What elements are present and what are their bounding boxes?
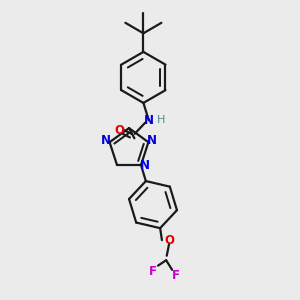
Text: N: N [140, 159, 150, 172]
Text: O: O [115, 124, 125, 137]
Text: F: F [172, 269, 180, 282]
Text: H: H [157, 115, 166, 125]
Text: O: O [164, 234, 174, 247]
Text: N: N [144, 114, 154, 127]
Text: F: F [148, 265, 157, 278]
Text: N: N [147, 134, 157, 147]
Text: N: N [100, 134, 110, 147]
